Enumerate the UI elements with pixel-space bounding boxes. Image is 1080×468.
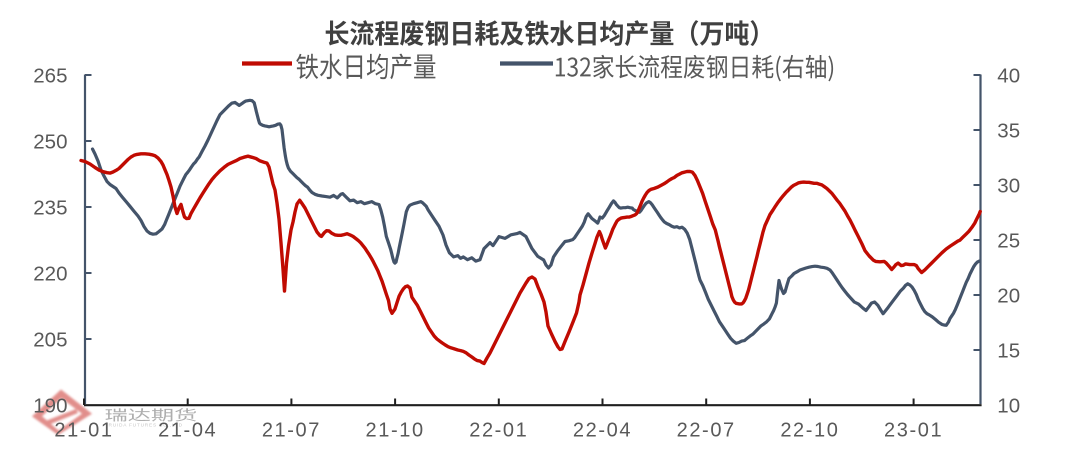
svg-text:30: 30 (997, 175, 1020, 198)
svg-text:22-01: 22-01 (469, 419, 528, 441)
svg-text:265: 265 (33, 65, 67, 88)
svg-text:21-01: 21-01 (54, 419, 113, 441)
svg-text:21-04: 21-04 (158, 419, 217, 441)
svg-text:10: 10 (997, 395, 1020, 418)
svg-text:205: 205 (33, 329, 67, 352)
svg-text:220: 220 (33, 263, 67, 286)
svg-text:15: 15 (997, 340, 1020, 363)
svg-text:22-04: 22-04 (573, 419, 632, 441)
svg-text:35: 35 (997, 120, 1020, 143)
svg-text:22-10: 22-10 (780, 419, 839, 441)
svg-text:22-07: 22-07 (677, 419, 736, 441)
svg-text:235: 235 (33, 197, 67, 220)
svg-text:23-01: 23-01 (884, 419, 943, 441)
svg-text:25: 25 (997, 230, 1020, 253)
svg-text:250: 250 (33, 131, 67, 154)
svg-text:40: 40 (997, 65, 1020, 88)
svg-text:RUIDA FUTURES CO.,LTD: RUIDA FUTURES CO.,LTD (109, 423, 183, 429)
svg-text:21-10: 21-10 (366, 419, 425, 441)
svg-text:21-07: 21-07 (262, 419, 321, 441)
svg-text:20: 20 (997, 285, 1020, 308)
svg-text:190: 190 (33, 395, 67, 418)
